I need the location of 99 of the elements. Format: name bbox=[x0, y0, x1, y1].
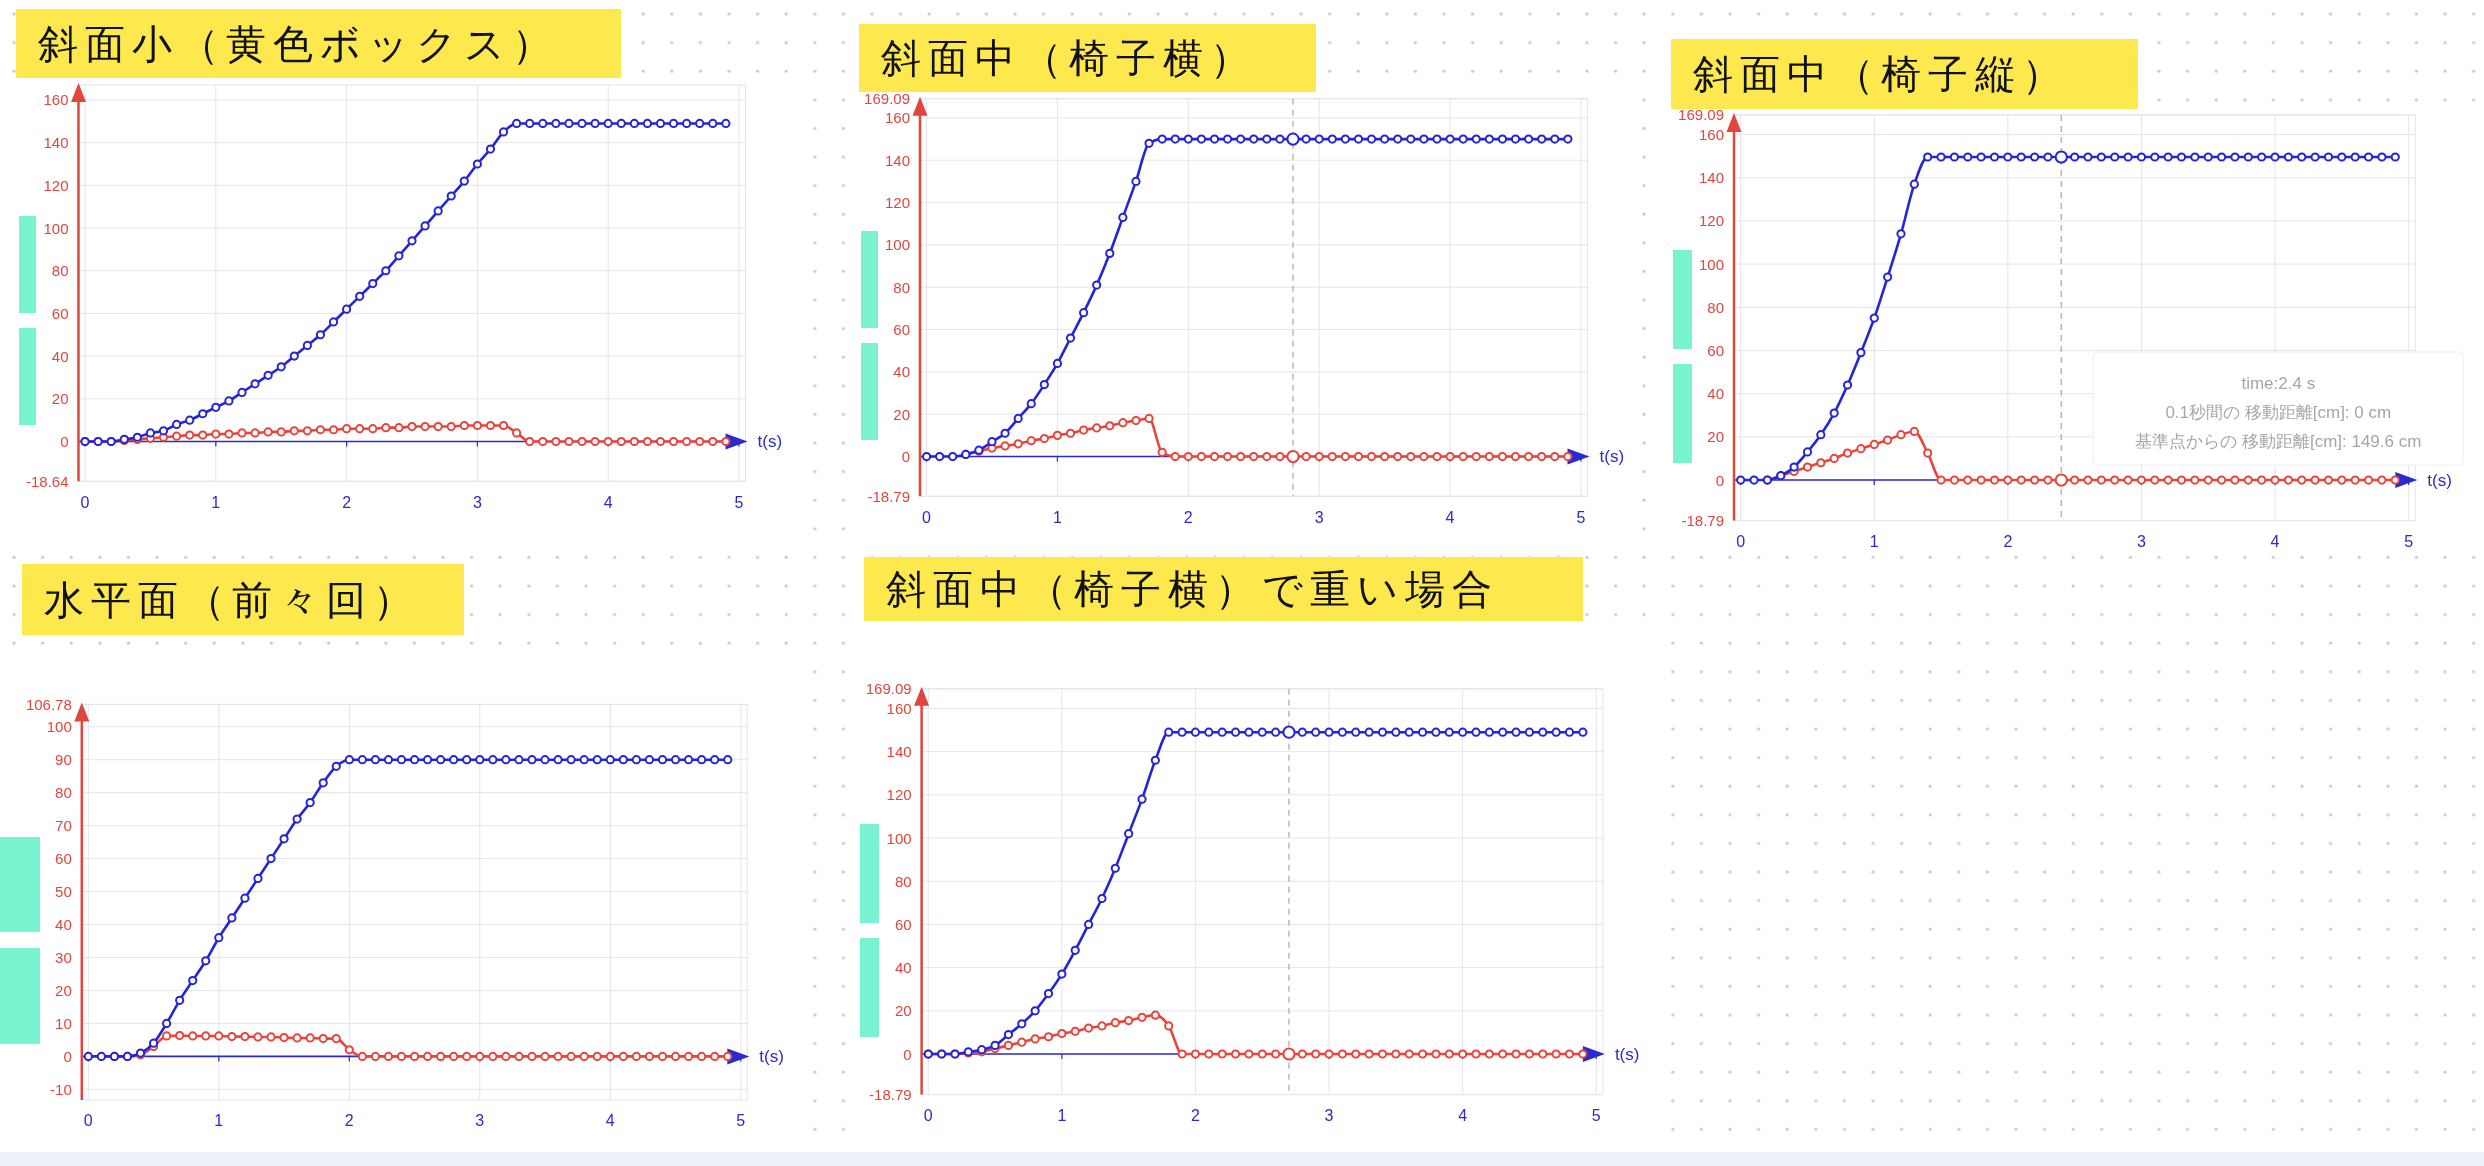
chart-title: 斜面中（椅子縦） bbox=[1693, 51, 2069, 97]
x-tick-label: 3 bbox=[472, 493, 482, 511]
y-tick-label: 160 bbox=[1698, 126, 1724, 144]
y-tick-label: 20 bbox=[55, 981, 72, 999]
y-tick-label: 140 bbox=[884, 151, 910, 169]
x-tick-label: 0 bbox=[922, 508, 932, 526]
y-tick-label: 0 bbox=[60, 433, 69, 451]
x-tick-label: 5 bbox=[736, 1112, 746, 1130]
y-tick-label: 80 bbox=[51, 262, 69, 280]
x-tick-label: 2 bbox=[342, 493, 352, 511]
y-tick-label: 20 bbox=[1707, 428, 1724, 446]
y-tick-label: 80 bbox=[55, 784, 72, 802]
y-tick-label: 40 bbox=[894, 959, 912, 977]
x-axis-title: t(s) bbox=[1599, 447, 1625, 467]
y-tick-label: 50 bbox=[55, 883, 72, 901]
y-tick-label: 160 bbox=[43, 91, 69, 109]
y-tick-label: 40 bbox=[1707, 385, 1724, 403]
x-tick-label: 4 bbox=[1445, 508, 1455, 526]
x-tick-label: 0 bbox=[83, 1112, 93, 1130]
annotation: 0.1秒間の 移動距離[cm]: 0 cm bbox=[2165, 402, 2392, 422]
y-tick-label: 169.09 bbox=[865, 680, 912, 698]
y-tick-label: 60 bbox=[893, 321, 910, 339]
y-tick-label: 160 bbox=[884, 109, 910, 127]
y-tick-label: 60 bbox=[51, 304, 69, 322]
x-axis-title: t(s) bbox=[1614, 1044, 1640, 1064]
y-tick-label: 169.09 bbox=[1678, 106, 1724, 124]
y-tick-label: 120 bbox=[1698, 212, 1724, 230]
y-tick-label: 20 bbox=[893, 405, 910, 423]
x-tick-label: 3 bbox=[1324, 1107, 1334, 1125]
chart-title: 斜面小（黄色ボックス） bbox=[38, 20, 559, 67]
y-tick-label: 100 bbox=[43, 219, 69, 237]
y-tick-label: 60 bbox=[894, 915, 912, 933]
x-tick-label: 0 bbox=[80, 493, 90, 511]
y-tick-label: 40 bbox=[893, 363, 910, 381]
y-tick-label: 169.09 bbox=[864, 90, 910, 108]
y-tick-label: -10 bbox=[50, 1080, 72, 1098]
y-tick-label: 100 bbox=[1698, 255, 1724, 273]
y-tick-label: 100 bbox=[46, 718, 72, 736]
y-tick-label: 120 bbox=[886, 786, 912, 804]
x-tick-label: 3 bbox=[1314, 508, 1324, 526]
x-axis-title: t(s) bbox=[2427, 470, 2452, 490]
x-tick-label: 1 bbox=[1052, 508, 1062, 526]
chart-title: 斜面中（椅子横） bbox=[881, 35, 1257, 81]
x-tick-label: 5 bbox=[734, 493, 744, 511]
y-tick-label: 60 bbox=[1707, 341, 1724, 359]
chart-title: 水平面（前々回） bbox=[44, 576, 420, 623]
x-tick-label: 3 bbox=[475, 1112, 485, 1130]
annotation: time:2.4 s bbox=[2241, 373, 2316, 393]
x-tick-label: 4 bbox=[603, 493, 613, 511]
x-tick-label: 0 bbox=[923, 1107, 933, 1125]
y-tick-label: 0 bbox=[1715, 471, 1724, 489]
x-tick-label: 1 bbox=[214, 1112, 224, 1130]
x-tick-label: 2 bbox=[1183, 508, 1193, 526]
y-tick-label: 160 bbox=[886, 699, 912, 717]
y-tick-label: 140 bbox=[43, 134, 69, 152]
y-tick-label: 120 bbox=[884, 194, 910, 212]
y-tick-label: 60 bbox=[55, 850, 72, 868]
y-tick-label: 40 bbox=[51, 347, 69, 365]
x-tick-label: 1 bbox=[1057, 1107, 1067, 1125]
x-tick-label: 1 bbox=[1869, 533, 1879, 551]
y-tick-label: 90 bbox=[55, 751, 72, 769]
y-tick-label: -18.79 bbox=[867, 487, 910, 505]
x-tick-label: 2 bbox=[1191, 1107, 1200, 1125]
y-tick-label: 80 bbox=[893, 278, 910, 296]
annotation: 基準点からの 移動距離[cm]: 149.6 cm bbox=[2135, 431, 2422, 451]
x-axis-title: t(s) bbox=[757, 432, 783, 452]
x-tick-label: 2 bbox=[2003, 533, 2013, 551]
y-tick-label: 140 bbox=[1698, 169, 1724, 187]
y-tick-label: 0 bbox=[903, 1045, 912, 1063]
x-tick-label: 4 bbox=[1458, 1107, 1468, 1125]
y-tick-label: 40 bbox=[55, 916, 72, 934]
y-tick-label: -18.79 bbox=[869, 1086, 912, 1104]
y-tick-label: 20 bbox=[894, 1002, 912, 1020]
x-tick-label: 5 bbox=[1576, 508, 1586, 526]
x-tick-label: 4 bbox=[2270, 533, 2280, 551]
y-tick-label: 70 bbox=[55, 817, 72, 835]
x-tick-label: 3 bbox=[2136, 533, 2146, 551]
y-tick-label: 106.78 bbox=[25, 695, 72, 713]
y-tick-label: 100 bbox=[886, 829, 912, 847]
y-tick-label: 120 bbox=[43, 176, 69, 194]
x-tick-label: 5 bbox=[2404, 533, 2414, 551]
y-tick-label: 20 bbox=[51, 390, 69, 408]
y-tick-label: 0 bbox=[901, 448, 910, 466]
y-tick-label: 80 bbox=[1707, 298, 1724, 316]
y-tick-label: 140 bbox=[886, 743, 912, 761]
chart-title: 斜面中（椅子横）で重い場合 bbox=[886, 566, 1499, 612]
y-tick-label: 100 bbox=[884, 236, 910, 254]
y-tick-label: -18.64 bbox=[25, 472, 69, 490]
x-tick-label: 1 bbox=[211, 493, 221, 511]
x-axis-title: t(s) bbox=[759, 1046, 784, 1066]
x-tick-label: 2 bbox=[344, 1112, 354, 1130]
y-tick-label: 30 bbox=[55, 949, 72, 966]
y-tick-label: -18.79 bbox=[1681, 512, 1724, 530]
y-tick-label: 10 bbox=[55, 1014, 72, 1032]
x-tick-label: 0 bbox=[1736, 533, 1746, 551]
y-tick-label: 0 bbox=[63, 1047, 72, 1065]
x-tick-label: 5 bbox=[1591, 1107, 1601, 1125]
y-tick-label: 80 bbox=[894, 872, 912, 890]
x-tick-label: 4 bbox=[605, 1112, 615, 1130]
